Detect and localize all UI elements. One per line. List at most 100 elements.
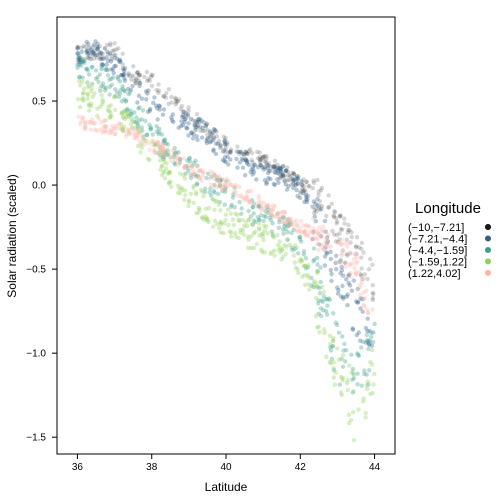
data-point: [117, 79, 123, 84]
data-point: [275, 168, 281, 173]
data-point: [78, 56, 83, 61]
data-point: [134, 115, 139, 120]
data-point: [326, 296, 331, 301]
data-point: [182, 120, 187, 125]
data-point: [223, 142, 228, 148]
data-point: [75, 46, 81, 51]
data-point: [251, 218, 257, 223]
data-point: [87, 120, 92, 125]
data-point: [335, 291, 341, 296]
data-point: [223, 146, 229, 152]
data-point: [316, 230, 321, 236]
data-point: [238, 230, 243, 235]
data-point: [75, 51, 81, 56]
data-point: [137, 83, 142, 89]
data-point: [118, 59, 123, 64]
data-point: [350, 327, 356, 332]
data-point: [317, 203, 322, 208]
data-point: [285, 165, 290, 170]
data-point: [341, 296, 346, 301]
data-point: [301, 191, 306, 196]
data-point: [185, 126, 190, 131]
data-point: [293, 182, 298, 187]
data-point: [107, 77, 112, 83]
data-point: [204, 175, 209, 181]
data-point: [337, 214, 342, 219]
data-point: [153, 141, 158, 146]
data-point: [184, 125, 189, 130]
data-point: [259, 232, 265, 237]
data-point: [367, 368, 372, 373]
data-point: [109, 67, 114, 72]
data-point: [229, 230, 234, 235]
data-point: [205, 218, 210, 223]
data-point: [207, 130, 213, 136]
data-point: [254, 204, 259, 209]
data-point: [332, 382, 338, 387]
data-point: [343, 359, 348, 364]
data-point: [119, 73, 124, 78]
data-point: [276, 225, 282, 230]
data-point: [191, 185, 196, 191]
data-point: [305, 232, 311, 237]
data-point: [75, 57, 81, 63]
data-point: [331, 335, 336, 341]
data-point: [365, 310, 370, 315]
data-point: [333, 320, 339, 325]
data-point: [290, 248, 295, 253]
data-point: [350, 410, 356, 415]
data-point: [176, 163, 181, 168]
data-point: [85, 51, 91, 57]
data-point: [103, 123, 108, 128]
data-point: [291, 171, 296, 176]
data-point: [345, 292, 350, 297]
data-point: [195, 137, 200, 143]
data-point: [301, 188, 306, 193]
data-point: [204, 122, 209, 127]
data-point: [157, 126, 162, 131]
data-point: [340, 378, 345, 383]
data-point: [299, 230, 304, 235]
data-point: [176, 183, 181, 188]
series-5: [76, 114, 375, 316]
data-point: [185, 112, 191, 117]
data-point: [116, 76, 121, 82]
data-point: [228, 157, 233, 162]
data-point: [326, 232, 331, 237]
data-point: [158, 153, 163, 158]
data-point: [199, 118, 204, 123]
data-point: [152, 149, 157, 154]
data-point: [355, 371, 360, 376]
data-point: [112, 56, 117, 61]
data-point: [319, 206, 324, 212]
data-point: [193, 127, 198, 133]
data-point: [267, 164, 272, 169]
data-point: [297, 235, 302, 240]
data-point: [119, 122, 124, 127]
data-point: [272, 163, 278, 168]
data-point: [244, 159, 250, 164]
data-point: [82, 126, 88, 131]
data-point: [99, 55, 104, 60]
data-point: [345, 303, 350, 308]
data-point: [286, 222, 291, 228]
data-point: [126, 91, 131, 97]
data-point: [356, 245, 362, 250]
data-point: [227, 229, 232, 234]
data-point: [362, 304, 367, 309]
data-point: [143, 118, 148, 124]
data-point: [239, 211, 244, 216]
data-point: [335, 346, 340, 351]
data-point: [303, 263, 308, 268]
data-point: [268, 176, 273, 182]
data-point: [120, 84, 125, 89]
data-point: [291, 172, 297, 177]
data-point: [206, 219, 211, 225]
data-point: [339, 356, 344, 362]
data-point: [277, 165, 282, 170]
data-point: [314, 228, 319, 234]
data-point: [221, 134, 226, 139]
data-point: [148, 127, 154, 132]
data-point: [186, 105, 191, 110]
data-point: [84, 39, 89, 45]
